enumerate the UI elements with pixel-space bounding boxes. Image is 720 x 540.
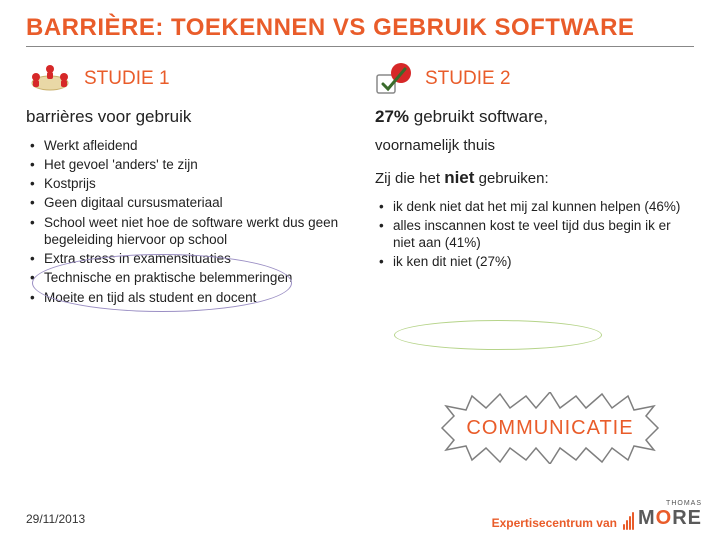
right-lead-em: niet	[444, 168, 474, 187]
logo-re: RE	[672, 507, 702, 529]
starburst-text: COMMUNICATIE	[466, 417, 633, 440]
meeting-icon	[26, 61, 74, 97]
footer-date: 29/11/2013	[26, 512, 85, 526]
logo-bars	[623, 512, 634, 530]
logo-word: MORE	[638, 507, 702, 530]
list-item: Geen digitaal cursusmateriaal	[30, 194, 345, 211]
list-item: School weet niet hoe de software werkt d…	[30, 214, 345, 249]
list-item: alles inscannen kost te veel tijd dus be…	[379, 217, 694, 252]
list-item: Technische en praktische belemmeringen	[30, 269, 345, 286]
logo-more: MORE	[623, 507, 702, 530]
left-header: STUDIE 1	[26, 61, 345, 97]
list-item: ik ken dit niet (27%)	[379, 253, 694, 270]
left-header-label: STUDIE 1	[84, 68, 170, 90]
logo-more-stack: THOMAS MORE	[623, 500, 702, 530]
logo-m: M	[638, 507, 656, 529]
starburst: COMMUNICATIE	[432, 392, 668, 464]
logo-thomas: THOMAS	[623, 500, 702, 507]
list-item: ik denk niet dat het mij zal kunnen help…	[379, 198, 694, 215]
list-item: Werkt afleidend	[30, 137, 345, 154]
list-item: Moeite en tijd als student en docent	[30, 289, 345, 306]
right-pct: 27%	[375, 107, 409, 126]
right-lead-post: gebruiken:	[474, 170, 548, 187]
right-header: STUDIE 2	[375, 61, 694, 97]
right-pct-rest: gebruikt software,	[409, 107, 548, 126]
title-rule	[26, 46, 694, 47]
logo-expert: Expertisecentrum van	[492, 516, 617, 530]
right-lead-pre: Zij die het	[375, 170, 444, 187]
logo-o: O	[656, 507, 673, 529]
right-header-label: STUDIE 2	[425, 68, 511, 90]
checkmark-icon	[375, 61, 415, 97]
list-item: Het gevoel 'anders' te zijn	[30, 156, 345, 173]
slide-title: BARRIÈRE: TOEKENNEN VS GEBRUIK SOFTWARE	[26, 14, 694, 42]
right-bullets: ik denk niet dat het mij zal kunnen help…	[375, 198, 694, 271]
list-item: Extra stress in examensituaties	[30, 250, 345, 267]
oval-right	[394, 320, 602, 350]
right-pct-line: 27% gebruikt software,	[375, 107, 694, 127]
right-lead: Zij die het niet gebruiken:	[375, 168, 694, 188]
left-bullets: Werkt afleidend Het gevoel 'anders' te zi…	[26, 137, 345, 306]
column-left: STUDIE 1 barrières voor gebruik Werkt af…	[26, 61, 345, 308]
list-item: Kostprijs	[30, 175, 345, 192]
column-right: STUDIE 2 27% gebruikt software, voorname…	[375, 61, 694, 308]
two-column-layout: STUDIE 1 barrières voor gebruik Werkt af…	[26, 61, 694, 308]
right-subnote: voornamelijk thuis	[375, 137, 694, 154]
left-subhead: barrières voor gebruik	[26, 107, 345, 127]
logo-block: Expertisecentrum van THOMAS MORE	[492, 500, 702, 530]
